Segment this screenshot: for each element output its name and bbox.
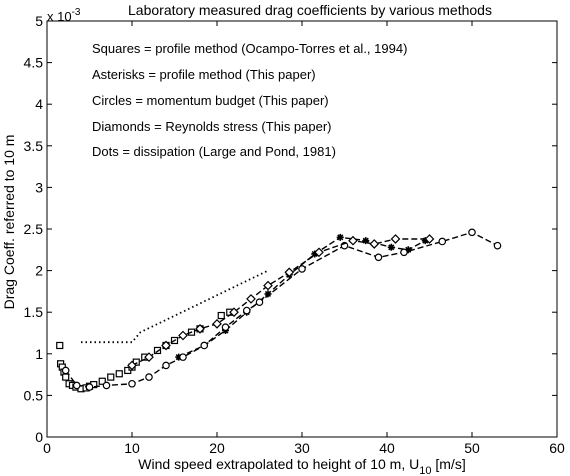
plot-frame xyxy=(46,20,558,438)
data-point-circle xyxy=(468,228,476,237)
series-dots xyxy=(81,269,269,344)
data-point-diamond xyxy=(144,352,154,362)
series-line-dots xyxy=(81,269,269,344)
data-point-circle xyxy=(255,298,264,307)
x-tick-label: 20 xyxy=(209,440,225,456)
x-tick-label: 40 xyxy=(379,440,395,456)
y-tick-label: 1 xyxy=(35,346,43,362)
legend-text-block: Squares = profile method (Ocampo-Torres … xyxy=(92,41,407,159)
data-point-circle xyxy=(221,323,230,331)
data-point-diamond xyxy=(161,340,171,351)
data-point-circle xyxy=(374,253,383,262)
y-exponent-power: -3 xyxy=(72,7,81,18)
data-point-diamond xyxy=(284,267,295,278)
series-circles xyxy=(61,228,502,391)
data-point-asterisk xyxy=(421,237,429,245)
data-point-asterisk xyxy=(264,290,272,298)
data-point-diamond xyxy=(390,234,401,244)
data-point-asterisk xyxy=(387,243,395,251)
legend-line-squares: Squares = profile method (Ocampo-Torres … xyxy=(92,41,407,56)
data-point-diamond xyxy=(424,234,435,244)
data-point-diamond xyxy=(369,239,380,249)
data-point-circle xyxy=(61,366,70,375)
y-exponent-base: x 10 xyxy=(47,9,72,24)
legend-line-asterisks: Asterisks = profile method (This paper) xyxy=(92,67,316,82)
data-point-diamond xyxy=(212,318,222,329)
data-point-circle xyxy=(438,237,447,246)
data-point-square xyxy=(56,341,64,350)
y-tick-label: 2 xyxy=(35,263,43,279)
y-exponent-label: x 10-3 xyxy=(47,7,81,24)
y-tick-label: 0 xyxy=(35,429,43,445)
data-point-circle xyxy=(128,379,136,388)
legend-line-circles: Circles = momentum budget (This paper) xyxy=(92,93,329,108)
y-tick-label: 3.5 xyxy=(24,138,44,154)
data-point-circle xyxy=(298,265,306,273)
data-point-asterisk xyxy=(404,246,412,254)
data-point-asterisk xyxy=(362,237,370,245)
data-point-square xyxy=(107,373,115,381)
data-point-diamond xyxy=(263,280,273,291)
data-point-diamond xyxy=(127,360,137,371)
y-tick-label: 1.5 xyxy=(24,304,44,320)
data-point-circle xyxy=(72,381,81,390)
data-point-circle xyxy=(102,381,111,390)
data-point-diamond xyxy=(314,247,324,258)
chart-title: Laboratory measured drag coefficients by… xyxy=(128,2,492,18)
y-tick-label: 4 xyxy=(35,96,43,112)
data-point-diamond xyxy=(229,307,239,318)
data-point-circle xyxy=(400,248,408,257)
y-tick-label: 5 xyxy=(35,13,43,29)
data-point-square xyxy=(115,370,123,378)
data-point-diamond xyxy=(348,235,358,246)
series-diamonds xyxy=(127,234,435,371)
x-axis-label-unit: [m/s] xyxy=(431,456,465,472)
x-tick-label: 30 xyxy=(294,440,310,456)
x-tick-label: 50 xyxy=(464,440,480,456)
data-point-square xyxy=(217,311,225,320)
y-tick-label: 0.5 xyxy=(24,387,44,403)
data-point-asterisk xyxy=(175,353,183,361)
y-tick-label: 4.5 xyxy=(24,55,44,71)
data-point-circle xyxy=(162,361,170,370)
data-point-circle xyxy=(85,383,94,391)
x-axis-label-sub: 10 xyxy=(419,465,431,476)
data-point-circle xyxy=(179,353,187,361)
data-point-square xyxy=(62,373,70,381)
data-point-diamond xyxy=(195,323,205,334)
data-point-circle xyxy=(242,306,251,315)
data-point-circle xyxy=(145,373,153,381)
x-axis-label-main: Wind speed extrapolated to height of 10 … xyxy=(138,456,419,472)
x-tick-label: 0 xyxy=(43,440,51,456)
data-point-asterisk xyxy=(336,233,344,241)
data-point-circle xyxy=(493,241,502,250)
data-point-square xyxy=(98,377,106,385)
x-tick-label: 10 xyxy=(124,440,140,456)
x-tick-label: 60 xyxy=(549,440,565,456)
y-tick-label: 3 xyxy=(35,179,43,195)
legend-line-diamonds: Diamonds = Reynolds stress (This paper) xyxy=(92,119,332,134)
series-squares xyxy=(56,308,234,393)
series-line-diamonds xyxy=(131,238,430,367)
y-axis-label: Drag Coeff. referred to 10 m xyxy=(1,135,17,310)
y-tick-label: 2.5 xyxy=(24,221,44,237)
data-point-asterisk xyxy=(311,250,319,258)
x-axis-label: Wind speed extrapolated to height of 10 … xyxy=(138,456,465,476)
data-point-circle xyxy=(200,341,209,350)
data-point-diamond xyxy=(178,330,188,341)
legend-line-dots: Dots = dissipation (Large and Pond, 1981… xyxy=(92,144,336,159)
data-point-diamond xyxy=(246,294,256,304)
